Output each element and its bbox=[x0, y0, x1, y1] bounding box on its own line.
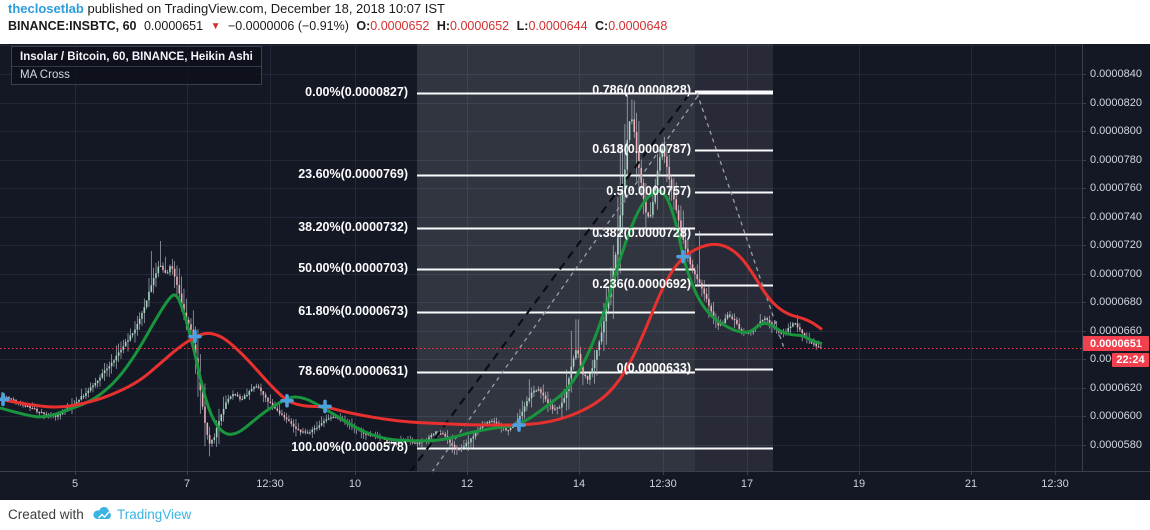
symbol-ohlc-row: BINANCE:INSBTC, 60 0.0000651 ▼ −0.000000… bbox=[8, 19, 667, 33]
price-change: −0.0000006 (−0.91%) bbox=[227, 19, 349, 33]
tradingview-brand-link[interactable]: TradingView bbox=[117, 507, 192, 522]
tradingview-logo-icon[interactable] bbox=[92, 507, 114, 523]
symbol-name: BINANCE:INSBTC, 60 bbox=[8, 19, 137, 33]
last-price: 0.0000651 bbox=[143, 19, 204, 33]
high-stat: H:0.0000652 bbox=[436, 19, 510, 33]
attribution-footer: Created with TradingView bbox=[0, 500, 1150, 530]
down-triangle-icon: ▼ bbox=[210, 21, 221, 32]
bar-countdown-badge: 22:24 bbox=[1112, 353, 1149, 368]
low-stat: L:0.0000644 bbox=[516, 19, 588, 33]
username-link[interactable]: theclosetlab bbox=[8, 1, 84, 16]
publish-info: theclosetlab published on TradingView.co… bbox=[8, 1, 445, 16]
legend-series-title: Insolar / Bitcoin, 60, BINANCE, Heikin A… bbox=[12, 47, 261, 67]
publish-header: theclosetlab published on TradingView.co… bbox=[0, 0, 1150, 44]
last-price-badge: 0.0000651 bbox=[1083, 336, 1149, 352]
price-chart-canvas[interactable] bbox=[0, 44, 1150, 500]
legend-indicator-ma-cross: MA Cross bbox=[20, 69, 70, 81]
created-with-text: Created with bbox=[8, 507, 84, 522]
chart-legend[interactable]: Insolar / Bitcoin, 60, BINANCE, Heikin A… bbox=[11, 46, 262, 85]
close-stat: C:0.0000648 bbox=[595, 19, 668, 33]
open-stat: O:0.0000652 bbox=[356, 19, 430, 33]
publish-text: published on TradingView.com, December 1… bbox=[83, 1, 445, 16]
